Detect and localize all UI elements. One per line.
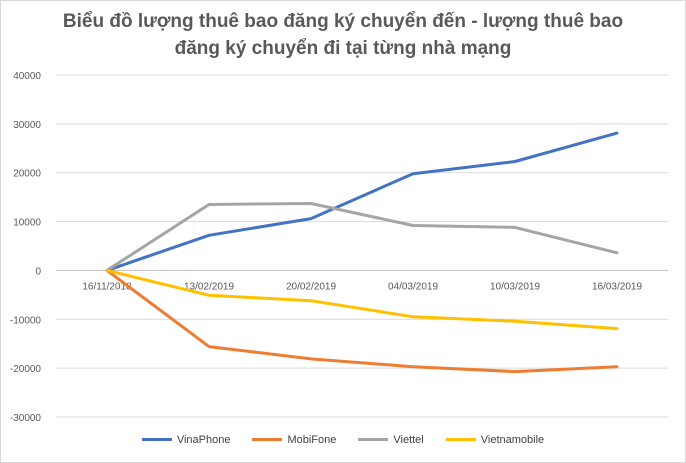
y-tick-label: -30000: [10, 413, 42, 424]
y-tick-label: -10000: [10, 315, 42, 326]
x-tick-label: 13/02/2019: [184, 281, 234, 292]
series-line-vietnamobile: [105, 268, 619, 331]
legend-swatch: [358, 438, 389, 441]
y-tick-label: 30000: [13, 120, 41, 131]
y-axis-tick-labels: 40000 30000 20000 10000 0 -10000 -20000 -30000: [10, 71, 42, 424]
legend-swatch: [252, 438, 283, 441]
legend-swatch: [141, 438, 172, 441]
legend-item-mobifone: MobiFone: [252, 434, 336, 446]
x-tick-label: 10/03/2019: [490, 281, 540, 292]
chart-title-line-2: đăng ký chuyển đi tại từng nhà mạng: [174, 38, 512, 59]
y-tick-label: 20000: [13, 169, 41, 180]
series-line-mobifone: [105, 268, 619, 374]
legend-item-viettel: Viettel: [358, 433, 424, 446]
gridlines: [56, 74, 668, 418]
x-tick-label: 20/02/2019: [286, 281, 336, 292]
y-tick-label: 0: [35, 266, 41, 277]
legend-label: Viettel: [393, 433, 424, 446]
chart-title-line-1: Biểu đồ lượng thuê bao đăng ký chuyển đế…: [62, 11, 624, 32]
legend-label: VinaPhone: [176, 433, 231, 446]
series-line-vinaphone: [105, 131, 619, 272]
x-tick-label: 04/03/2019: [388, 281, 438, 292]
y-tick-label: -20000: [10, 364, 42, 375]
x-tick-label: 16/11/2018: [82, 281, 132, 292]
legend-label: MobiFone: [287, 433, 337, 446]
legend-item-vietnamobile: Vietnamobile: [445, 433, 545, 446]
series-line-viettel: [105, 202, 619, 272]
y-tick-label: 40000: [13, 71, 41, 82]
chart-title: Biểu đồ lượng thuê bao đăng ký chuyển đế…: [0, 8, 686, 62]
legend-swatch: [445, 438, 476, 441]
series-lines: [105, 131, 619, 374]
legend-label: Vietnamobile: [480, 433, 545, 446]
x-tick-label: 16/03/2019: [592, 281, 642, 292]
legend-item-vinaphone: VinaPhone: [141, 433, 231, 446]
legend: VinaPhone MobiFone Viettel Vietnamobile: [0, 432, 686, 446]
x-axis-tick-labels: 16/11/2018 13/02/2019 20/02/2019 04/03/2019…: [82, 281, 642, 292]
y-tick-label: 10000: [13, 218, 41, 229]
